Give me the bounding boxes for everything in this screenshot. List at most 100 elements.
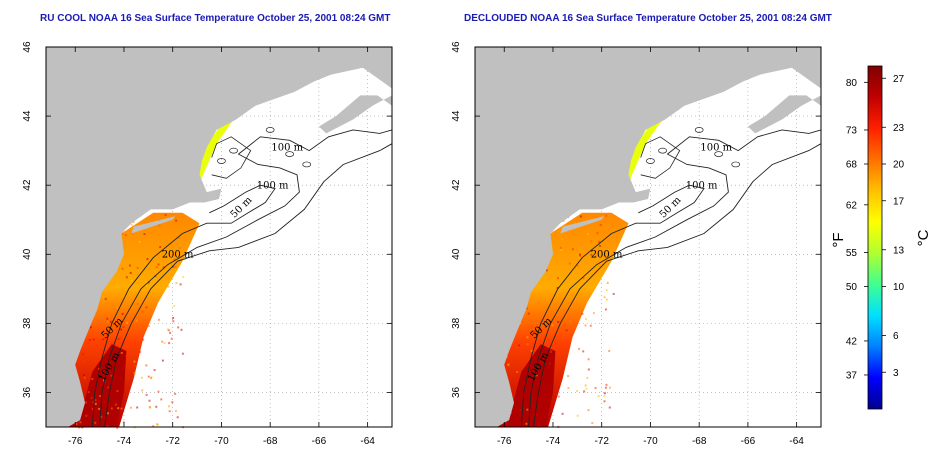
sst-pixel [79, 421, 82, 424]
sst-pixel [98, 367, 101, 370]
sst-pixel [135, 319, 138, 322]
sst-pixel [605, 308, 607, 311]
sst-pixel [177, 326, 180, 329]
left-map-y-axis: 36 38 40 42 44 46 [22, 41, 392, 398]
sst-pixel [94, 421, 97, 424]
sst-pixel [104, 297, 107, 300]
sst-pixel [145, 284, 148, 287]
sst-pixel [106, 317, 109, 320]
sst-pixel [507, 363, 510, 366]
sst-pixel [551, 324, 554, 327]
sst-pixel [599, 223, 602, 226]
x-tick-label: -70 [214, 436, 229, 447]
sst-pixel [583, 390, 586, 393]
contour-label: 100 m [700, 143, 732, 154]
sst-pixel [163, 249, 166, 252]
sst-pixel [110, 374, 113, 377]
sst-pixel [153, 276, 156, 279]
y-tick-label: 44 [451, 110, 462, 122]
sst-pixel [547, 382, 550, 385]
sst-pixel [172, 317, 175, 319]
sst-pixel [136, 303, 139, 305]
bathymetry-contour [285, 151, 295, 157]
sst-pixel [581, 312, 584, 315]
sst-pixel [136, 273, 139, 276]
sst-pixel [143, 233, 146, 235]
y-tick-label: 36 [22, 386, 33, 398]
y-tick-label: 40 [451, 248, 462, 260]
land-mass [475, 47, 821, 427]
sst-pixel [550, 349, 553, 351]
sst-pixel [147, 375, 150, 378]
colorbar-f-tick-label: 68 [846, 160, 858, 171]
sst-pixel [133, 372, 136, 374]
sst-pixel [587, 232, 590, 235]
y-tick-label: 36 [451, 386, 462, 398]
y-tick-label: 46 [451, 41, 462, 53]
sst-pixel [589, 324, 592, 327]
coastal-warm-band [77, 344, 127, 427]
sst-pixel [157, 390, 160, 393]
sst-pixel [109, 330, 112, 333]
sst-pixel [180, 328, 183, 331]
x-tick-label: -70 [643, 436, 658, 447]
y-tick-label: 40 [22, 248, 33, 260]
sst-pixel [116, 427, 119, 429]
sst-pixel [559, 246, 562, 249]
sst-pixel [171, 401, 174, 404]
x-tick-label: -72 [165, 436, 180, 447]
colorbar-c-tick-label: 17 [893, 196, 905, 207]
sst-pixel [101, 396, 104, 399]
x-tick-label: -64 [789, 436, 804, 447]
bathymetry-contour [104, 143, 393, 428]
sst-pixel [565, 329, 568, 332]
sst-pixel [83, 360, 86, 363]
sst-pixel [535, 374, 538, 377]
sst-pixel [107, 386, 110, 389]
sst-pixel [582, 350, 585, 353]
colorbar-f-tick-label: 50 [846, 282, 858, 293]
sst-pixel [584, 384, 587, 387]
sst-pixel [125, 234, 128, 236]
sst-pixel [177, 237, 180, 239]
sst-pixel [153, 369, 156, 372]
sst-pixel [525, 422, 528, 425]
sst-pixel [157, 263, 160, 266]
sst-pixel [533, 330, 536, 333]
sst-pixel [160, 398, 163, 401]
colorbar-c-tick-label: 10 [893, 282, 905, 293]
sst-pixel [145, 306, 148, 309]
sst-pixel [605, 289, 608, 292]
x-tick-label: -72 [594, 436, 609, 447]
sst-pixel [518, 344, 520, 347]
sst-pixel [597, 395, 600, 398]
fahrenheit-unit-label: °F [830, 232, 847, 247]
sst-pixel [585, 318, 587, 321]
colorbar-c-tick-label: 13 [893, 245, 905, 256]
sst-pixel [110, 407, 113, 410]
sst-pixel [606, 281, 609, 284]
celsius-unit-label: °C [915, 229, 932, 246]
sst-pixel [556, 286, 559, 289]
sst-pixel [567, 375, 570, 378]
sst-pixel [605, 298, 608, 301]
bathymetry-contour [91, 184, 276, 428]
sst-pixel [106, 425, 109, 428]
sst-pixel [126, 378, 129, 381]
sst-pixel [568, 262, 571, 265]
sst-pixel [141, 310, 144, 313]
x-tick-label: -74 [117, 436, 132, 447]
sst-pixel [530, 349, 533, 352]
contour-label: 200 m [162, 250, 194, 261]
colorbar-f-tick-label: 42 [846, 336, 858, 347]
sst-pixel [576, 265, 579, 267]
sst-pixel [110, 320, 113, 323]
sst-pixel [527, 312, 530, 315]
sst-pixel [182, 275, 185, 278]
sst-pixel [126, 322, 128, 324]
land-mass [46, 47, 392, 427]
sst-pixel [560, 249, 563, 252]
bathymetry-contour [229, 147, 238, 154]
sst-pixel [120, 328, 123, 331]
sst-pixel [571, 248, 574, 251]
